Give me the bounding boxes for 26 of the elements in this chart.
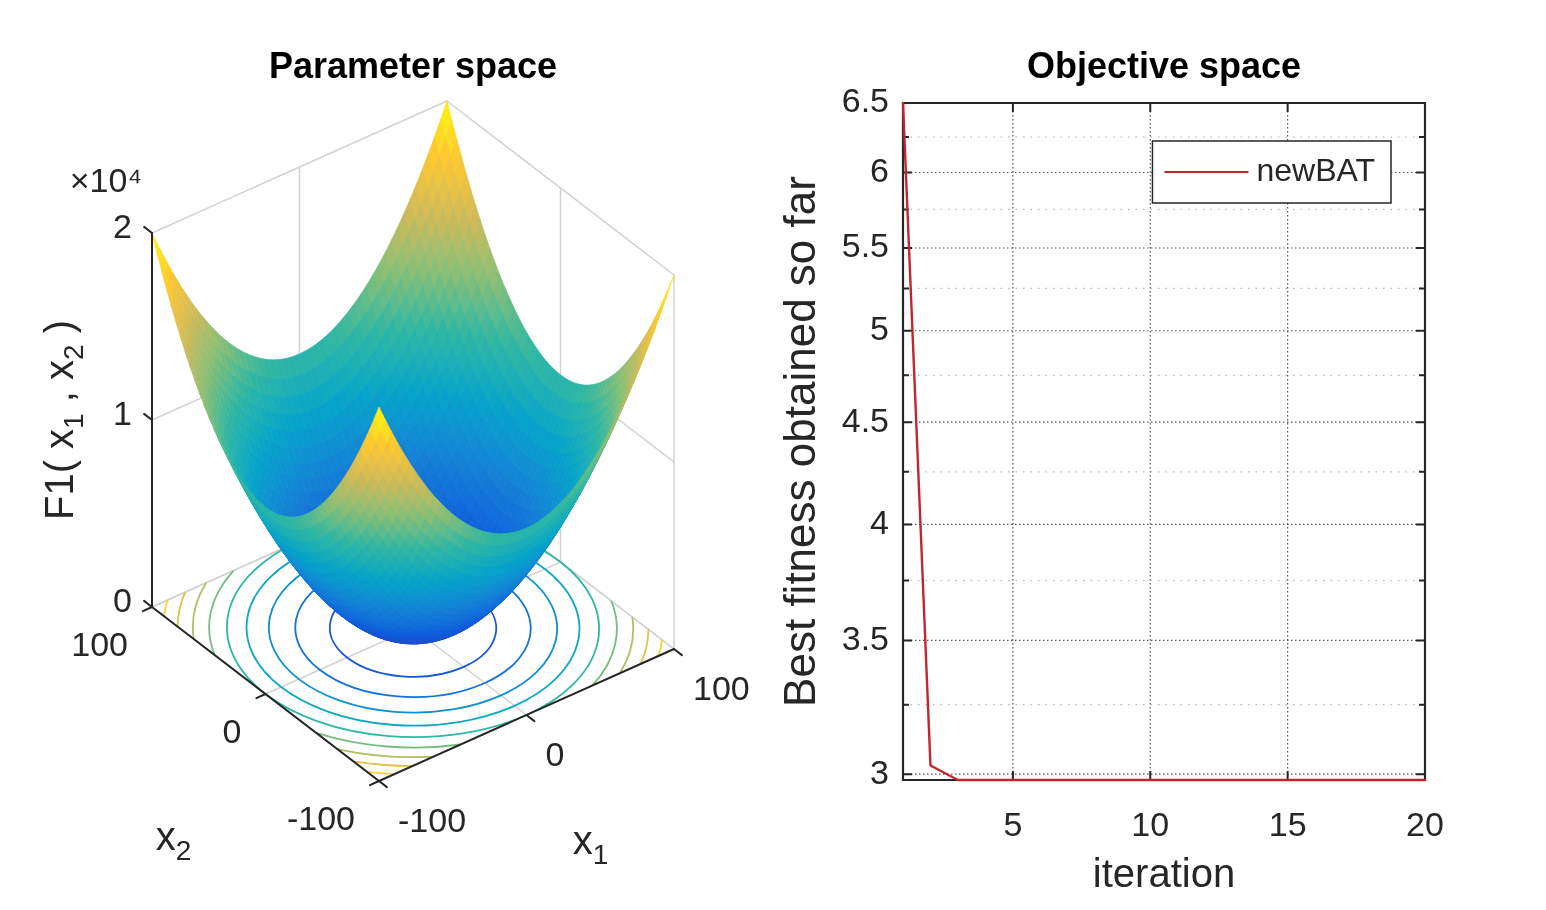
text: ×10⁴ <box>69 161 143 200</box>
text: 100 <box>71 625 129 664</box>
text: -100 <box>398 801 467 840</box>
text: 100 <box>693 669 750 708</box>
x-tick-label: 20 <box>1406 804 1444 843</box>
text: 1 <box>113 394 133 433</box>
text: F1( x1 , x2 ) <box>37 319 89 521</box>
y-tick-label: 3.5 <box>841 618 889 657</box>
y-tick-label: 4.5 <box>841 400 889 439</box>
legend-label: newBAT <box>1256 151 1375 188</box>
y-tick-label: 4 <box>870 502 889 541</box>
text: -100 <box>286 799 356 838</box>
chart-title: Objective space <box>1026 44 1302 86</box>
y-tick-label: 3 <box>870 752 889 791</box>
text: Parameter space <box>268 44 558 86</box>
y-axis-title: Best fitness obtained so far <box>774 176 824 707</box>
y-tick-label: 6 <box>870 150 889 189</box>
text: 2 <box>113 207 133 246</box>
y-tick-label: 5 <box>870 309 889 348</box>
x-tick-label: 15 <box>1268 804 1307 843</box>
x-axis-title: iteration <box>1092 851 1236 896</box>
x-tick-label: 10 <box>1131 804 1170 843</box>
y-tick-label: 5.5 <box>841 226 889 265</box>
x-tick-label: 5 <box>1003 804 1023 843</box>
y-tick-label: 6.5 <box>841 81 889 120</box>
text: 0 <box>113 581 133 620</box>
